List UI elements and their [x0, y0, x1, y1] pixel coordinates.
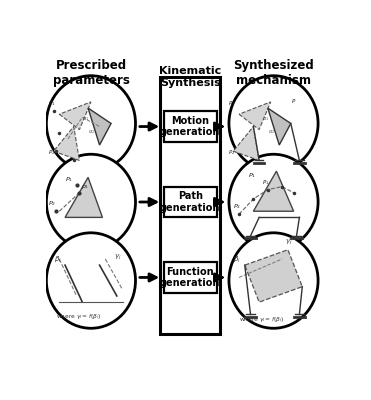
Text: $P_2$: $P_2$ — [227, 148, 235, 157]
Text: $\alpha_2$: $\alpha_2$ — [268, 128, 275, 136]
Text: Motion
generation: Motion generation — [160, 116, 220, 137]
Circle shape — [46, 154, 135, 250]
Polygon shape — [65, 177, 102, 218]
Text: $\alpha_2$: $\alpha_2$ — [88, 128, 95, 136]
Polygon shape — [233, 126, 259, 160]
Circle shape — [46, 233, 135, 328]
Text: $P_1$: $P_1$ — [48, 99, 55, 108]
Text: Synthesized
mechanism: Synthesized mechanism — [233, 59, 314, 87]
Text: Kinematic
Synthesis: Kinematic Synthesis — [159, 66, 221, 88]
Text: $\alpha_1$: $\alpha_1$ — [82, 116, 89, 124]
Text: $P_1$: $P_1$ — [227, 99, 235, 108]
Bar — [164, 186, 217, 218]
Polygon shape — [59, 102, 91, 130]
Text: $p_1$: $p_1$ — [81, 183, 89, 191]
Polygon shape — [253, 171, 294, 211]
Text: $P_2$: $P_2$ — [48, 199, 56, 208]
Text: where $\gamma_i = f(\beta_i)$: where $\gamma_i = f(\beta_i)$ — [239, 315, 284, 324]
Bar — [160, 77, 220, 334]
Text: $P_1$: $P_1$ — [248, 172, 256, 180]
Text: Path
generation: Path generation — [160, 191, 220, 213]
Text: $P_1$: $P_1$ — [65, 175, 73, 184]
Text: $\gamma_i$: $\gamma_i$ — [114, 253, 121, 262]
Text: $P_2$: $P_2$ — [48, 148, 55, 157]
Circle shape — [229, 76, 318, 171]
Circle shape — [229, 233, 318, 328]
Text: Function
generation: Function generation — [160, 267, 220, 288]
Polygon shape — [245, 250, 302, 302]
Text: $\gamma_i$: $\gamma_i$ — [285, 238, 292, 247]
Text: $P_2$: $P_2$ — [233, 202, 242, 211]
Text: Prescribed
parameters: Prescribed parameters — [53, 59, 129, 87]
Text: $\alpha_1$: $\alpha_1$ — [262, 116, 269, 124]
Circle shape — [46, 76, 135, 171]
Polygon shape — [53, 126, 79, 160]
Polygon shape — [268, 108, 291, 145]
Text: $\beta_i$: $\beta_i$ — [53, 255, 61, 265]
Text: $P_1$: $P_1$ — [262, 178, 269, 186]
Text: where $\gamma_i = f(\beta_i)$: where $\gamma_i = f(\beta_i)$ — [56, 312, 102, 320]
Circle shape — [229, 154, 318, 250]
Bar — [164, 111, 217, 142]
Text: $\beta_i$: $\beta_i$ — [233, 255, 241, 265]
Polygon shape — [239, 102, 271, 130]
Polygon shape — [88, 108, 111, 145]
Bar — [164, 262, 217, 293]
Text: $P$: $P$ — [291, 97, 296, 105]
